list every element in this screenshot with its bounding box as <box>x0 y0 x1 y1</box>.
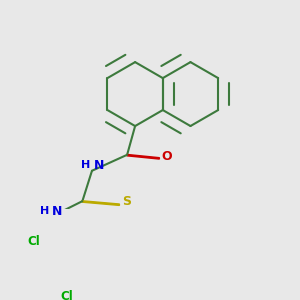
Text: O: O <box>162 150 172 163</box>
Text: H: H <box>40 206 49 216</box>
Text: Cl: Cl <box>60 290 73 300</box>
Text: Cl: Cl <box>28 235 40 248</box>
Text: N: N <box>52 205 62 218</box>
Text: H: H <box>81 160 90 170</box>
Text: S: S <box>122 195 131 208</box>
Text: N: N <box>94 158 104 172</box>
